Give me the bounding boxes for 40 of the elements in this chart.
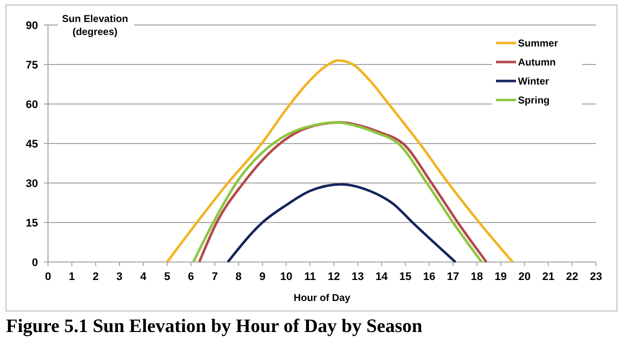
x-tick-label: 3 xyxy=(116,271,123,283)
x-tick-label: 11 xyxy=(304,271,316,283)
y-tick-label: 60 xyxy=(26,98,38,111)
y-tick-label: 30 xyxy=(26,178,38,190)
x-tick-label: 7 xyxy=(212,271,218,283)
y-tick-label: 75 xyxy=(26,59,38,72)
y-tick-label: 15 xyxy=(26,217,38,230)
x-tick-label: 19 xyxy=(494,271,507,283)
line-series xyxy=(226,183,457,264)
x-tick-label: 16 xyxy=(423,271,436,283)
y-tick-label: 45 xyxy=(26,138,38,150)
line-series xyxy=(166,59,514,264)
x-tick-label: 15 xyxy=(399,271,412,283)
x-tick-label: 5 xyxy=(164,271,170,283)
text: Figure 5.1 Sun Elevation by Hour of Day by Season xyxy=(6,316,423,337)
legend-label: Autumn xyxy=(518,58,556,68)
x-tick-label: 9 xyxy=(259,271,266,283)
x-tick-label: 20 xyxy=(518,271,531,283)
x-tick-label: 4 xyxy=(140,271,148,283)
y-axis-title: Sun Elevation (degrees) xyxy=(62,14,128,38)
y-tick-label: 90 xyxy=(26,20,38,32)
x-tick-label: 1 xyxy=(68,271,75,283)
x-axis-title: Hour of Day xyxy=(294,293,351,304)
x-tick-label: 2 xyxy=(92,271,99,283)
x-tick-label: 0 xyxy=(44,271,52,283)
x-tick-label: 14 xyxy=(375,271,389,283)
x-tick-label: 23 xyxy=(590,271,602,283)
legend-label: Summer xyxy=(518,38,558,50)
x-tick-label: 6 xyxy=(188,271,194,283)
x-tick-label: 10 xyxy=(280,271,292,283)
x-tick-label: 17 xyxy=(446,271,460,283)
x-tick-label: 13 xyxy=(352,271,364,283)
x-tick-label: 21 xyxy=(542,271,554,283)
x-tick-label: 18 xyxy=(470,271,483,283)
legend-label: Spring xyxy=(518,96,550,106)
legend-label: Winter xyxy=(518,76,550,88)
x-tick-label: 8 xyxy=(236,271,242,283)
x-tick-label: 12 xyxy=(328,271,340,283)
y-tick-label: 0 xyxy=(32,256,38,269)
x-tick-label: 22 xyxy=(566,271,578,283)
